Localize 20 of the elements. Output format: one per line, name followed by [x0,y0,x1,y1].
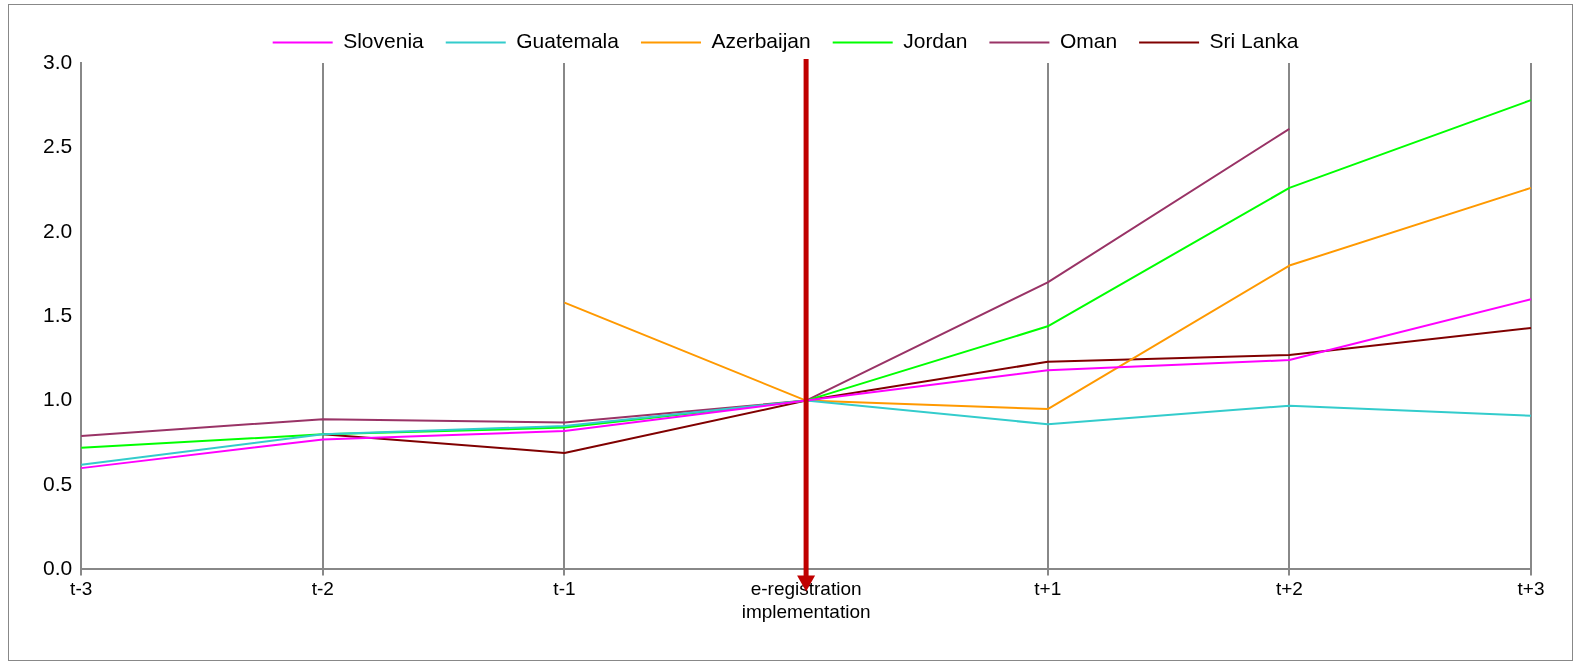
x-tick-label: t-1 [553,578,576,600]
x-tick-label: t+1 [1034,578,1062,600]
legend-label: Oman [1059,29,1118,53]
y-tick-label: 3.0 [42,49,73,73]
y-tick-label: 0.0 [42,556,73,580]
y-tick-label: 1.0 [42,387,73,411]
legend-label: Slovenia [343,29,425,53]
y-tick-label: 2.5 [42,134,73,158]
legend-label: Sri Lanka [1209,29,1299,53]
y-tick-label: 2.0 [42,218,73,242]
legend-label: Guatemala [516,29,620,53]
x-tick-label: t-3 [70,578,93,600]
x-tick-label: t+3 [1517,578,1545,600]
legend-label: Azerbaijan [711,29,811,53]
y-tick-label: 1.5 [42,303,73,326]
x-tick-label: e-registration implementation [741,578,871,622]
x-tick-label: t-2 [311,578,334,600]
legend-label: Jordan [903,29,968,53]
x-tick-label: t+2 [1275,578,1303,600]
y-tick-label: 0.5 [42,471,73,495]
